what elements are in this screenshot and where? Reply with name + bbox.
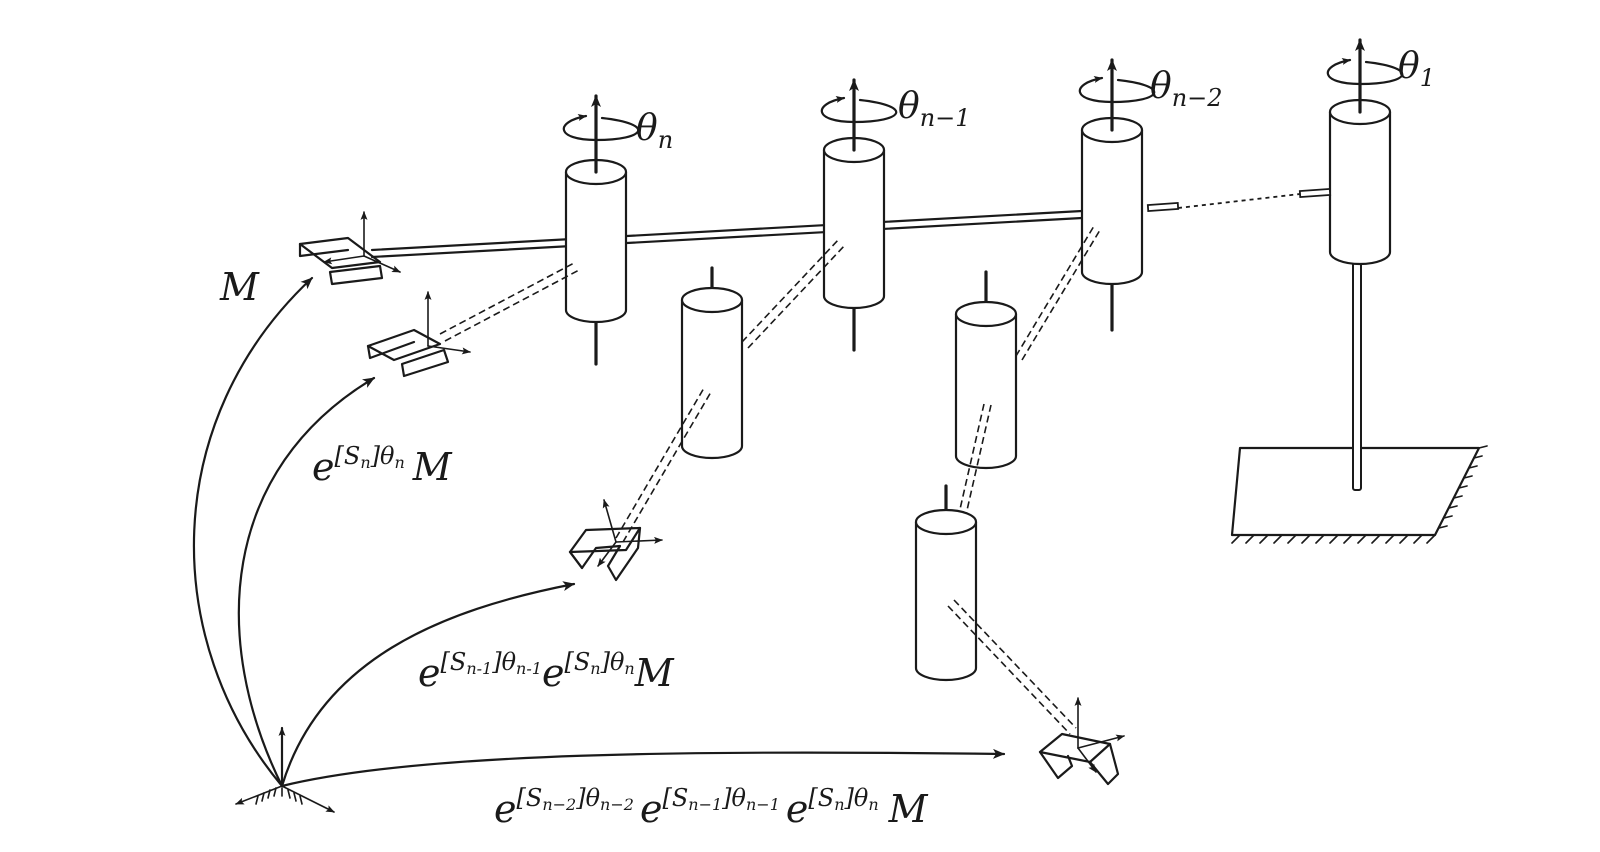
theta-n-2-label: θn−2 [1150,66,1223,112]
ghost-link-n-1-b [957,403,992,520]
arrow-to-e-Sn2-e-Sn1-e-Sn-M [280,748,1006,788]
label-e-Sn-thetan-M: e[Sn]θn M [312,442,453,489]
joint-1-cylinder [1326,38,1404,266]
end-effector-after-theta-n [366,291,471,378]
joint-n-cylinder [562,94,640,366]
fixed-frame-origin [235,726,335,813]
ghost-link-n-a [615,387,712,543]
joint-n-ghost-cylinder-b [914,484,978,682]
main-arm-link [370,209,1084,259]
joint-n-1-cylinder [820,78,898,352]
theta-n-label: θn [636,108,673,154]
theta-1-label: θ1 [1398,46,1435,92]
joint-n-2-cylinder [1078,58,1156,332]
end-effector-after-theta-n-2 [1038,697,1125,786]
ghost-link-n-b [947,599,1077,735]
joint-n-ghost-cylinder-a [680,266,744,460]
label-e-Sn1-e-Sn-M: e[Sn-1]θn-1e[Sn]θnM [418,648,675,695]
label-e-Sn2-e-Sn1-e-Sn-M: e[Sn−2]θn−2 e[Sn−1]θn−1 e[Sn]θn M [494,784,929,831]
rotation-arrow-icon [820,96,898,124]
link-stub-joint-1 [1146,188,1332,212]
end-effector-after-theta-n-1 [568,499,663,582]
theta-n-1-label: θn−1 [898,86,971,132]
ghost-link-n-1 [741,237,847,349]
arrow-to-M [192,276,314,788]
base-post [1352,257,1362,491]
ghost-link-n-2 [1015,225,1101,361]
end-effector-home [298,211,401,286]
ghost-link-n [439,261,582,342]
rotation-arrow-icon [1078,76,1156,104]
rotation-arrow-icon [562,114,640,142]
rotation-arrow-icon [1326,58,1404,86]
ground-hatching [1231,445,1488,544]
mapping-arrows [192,276,1006,788]
joint-n-1-ghost-cylinder [954,270,1018,470]
arrow-to-e-Sn1-e-Sn-M [280,581,576,788]
arrow-to-e-Sn-M [237,376,376,788]
label-M: M [219,265,260,309]
ground-base-plate [1230,445,1488,544]
